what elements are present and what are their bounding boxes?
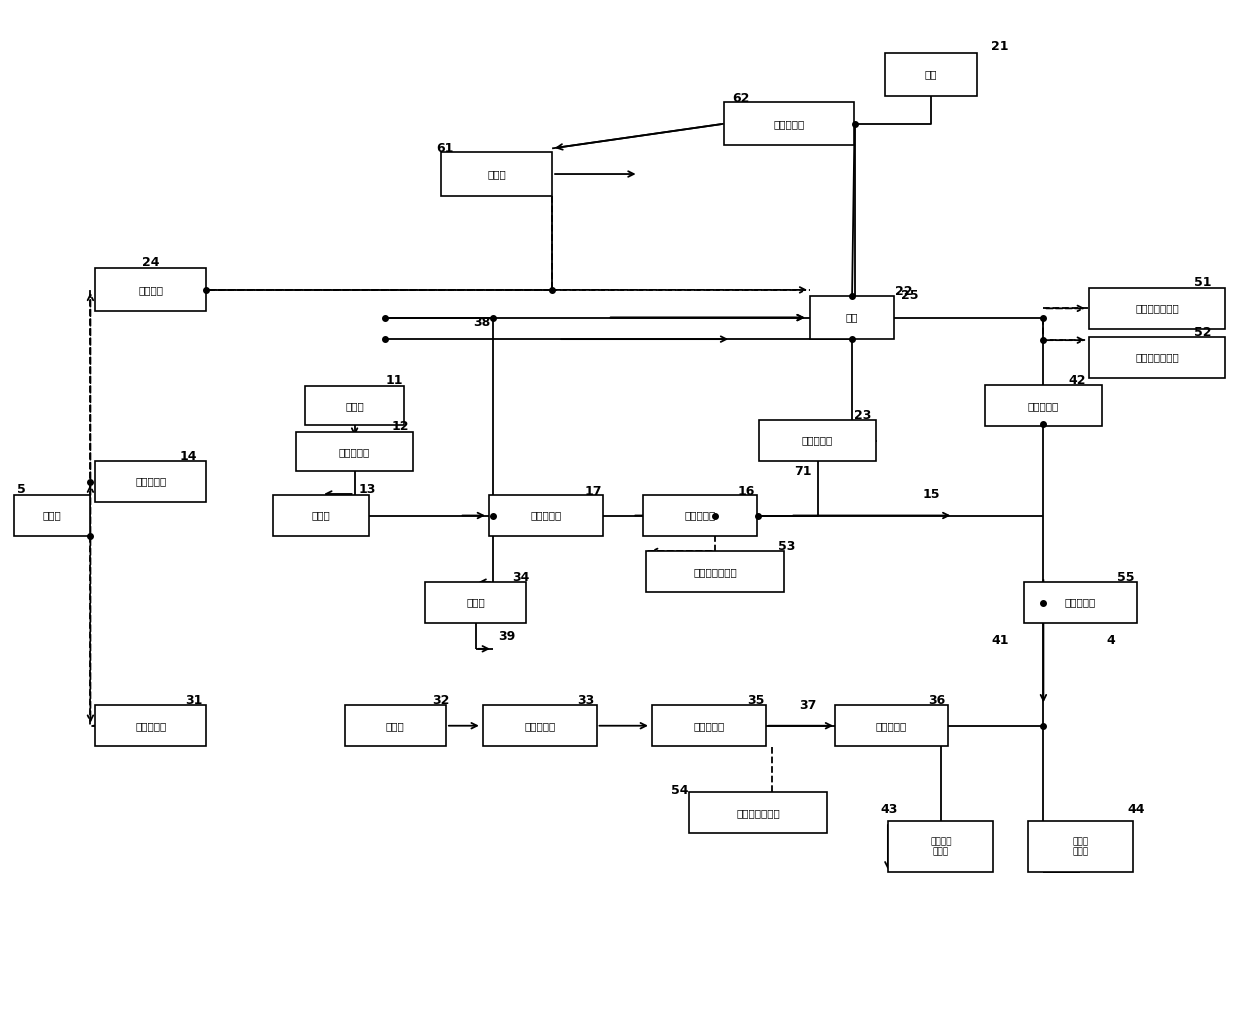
Text: 泡沫液电机: 泡沫液电机 <box>135 476 166 487</box>
Text: 22: 22 <box>895 286 913 298</box>
Text: 第一流速传感器: 第一流速传感器 <box>1135 303 1179 313</box>
FancyBboxPatch shape <box>345 705 446 746</box>
FancyBboxPatch shape <box>296 432 413 471</box>
FancyBboxPatch shape <box>652 705 765 746</box>
Text: 第一调节阀: 第一调节阀 <box>1065 598 1096 607</box>
Text: 油气分离器: 油气分离器 <box>525 721 556 731</box>
FancyBboxPatch shape <box>95 268 207 311</box>
Text: 5: 5 <box>17 484 26 496</box>
FancyBboxPatch shape <box>305 387 404 425</box>
Text: 25: 25 <box>901 289 919 301</box>
Text: 4: 4 <box>1107 634 1116 647</box>
Text: 水泵电机: 水泵电机 <box>139 285 164 295</box>
Text: 17: 17 <box>584 486 601 498</box>
Text: 第二止回阀: 第二止回阀 <box>684 510 715 521</box>
Text: 水消防管
出口阀: 水消防管 出口阀 <box>930 837 952 857</box>
FancyBboxPatch shape <box>1089 288 1225 329</box>
FancyBboxPatch shape <box>985 386 1102 426</box>
Text: 35: 35 <box>748 694 765 706</box>
Text: 真空泵: 真空泵 <box>487 169 506 179</box>
Text: 16: 16 <box>738 486 755 498</box>
Text: 15: 15 <box>923 489 940 501</box>
Text: 61: 61 <box>436 142 454 155</box>
Text: 52: 52 <box>1194 327 1211 339</box>
Text: 38: 38 <box>474 317 490 329</box>
Text: 泡沫管
出口阀: 泡沫管 出口阀 <box>1073 837 1089 857</box>
Text: 51: 51 <box>1194 276 1211 290</box>
Text: 第一电磁阀: 第一电磁阀 <box>339 446 371 457</box>
FancyBboxPatch shape <box>273 495 370 536</box>
Text: 53: 53 <box>777 540 795 553</box>
Text: 泡沫泵: 泡沫泵 <box>312 510 331 521</box>
FancyBboxPatch shape <box>646 552 784 593</box>
FancyBboxPatch shape <box>885 53 977 96</box>
Text: 39: 39 <box>497 630 515 643</box>
Text: 变压器电机: 变压器电机 <box>135 721 166 731</box>
FancyBboxPatch shape <box>889 821 993 872</box>
Text: 第一压力传感器: 第一压力传感器 <box>1135 353 1179 363</box>
FancyBboxPatch shape <box>724 102 854 145</box>
FancyBboxPatch shape <box>810 296 894 339</box>
Text: 36: 36 <box>929 694 946 706</box>
Text: 43: 43 <box>880 803 898 817</box>
Text: 11: 11 <box>386 373 403 387</box>
Text: 变压器: 变压器 <box>386 721 404 731</box>
Text: 24: 24 <box>143 256 160 269</box>
Text: 33: 33 <box>577 694 594 706</box>
Text: 第二电磁阀: 第二电磁阀 <box>774 119 805 129</box>
FancyBboxPatch shape <box>835 705 949 746</box>
Text: 水泵: 水泵 <box>846 312 858 323</box>
Text: 23: 23 <box>854 408 872 422</box>
Text: 第二调节阀: 第二调节阀 <box>531 510 562 521</box>
Text: 13: 13 <box>358 484 376 496</box>
FancyBboxPatch shape <box>95 461 207 502</box>
Text: 第二流速传感器: 第二流速传感器 <box>693 567 737 577</box>
FancyBboxPatch shape <box>489 495 603 536</box>
FancyBboxPatch shape <box>1024 583 1137 623</box>
Text: 21: 21 <box>992 40 1009 54</box>
Text: 第三电磁阀: 第三电磁阀 <box>802 436 833 445</box>
Text: 32: 32 <box>433 694 450 706</box>
FancyBboxPatch shape <box>14 495 91 536</box>
Text: 34: 34 <box>512 570 529 584</box>
FancyBboxPatch shape <box>1028 821 1133 872</box>
FancyBboxPatch shape <box>425 583 526 623</box>
Text: 37: 37 <box>799 699 816 711</box>
FancyBboxPatch shape <box>1089 337 1225 378</box>
Text: 第二压力传感器: 第二压力传感器 <box>737 808 780 818</box>
Text: 54: 54 <box>671 784 688 797</box>
FancyBboxPatch shape <box>689 793 827 833</box>
Text: 41: 41 <box>992 634 1009 647</box>
Text: 泡沫箱: 泡沫箱 <box>345 401 365 410</box>
Text: 71: 71 <box>794 465 811 478</box>
Text: 44: 44 <box>1127 803 1145 817</box>
Text: 冷却器: 冷却器 <box>466 598 485 607</box>
FancyBboxPatch shape <box>95 705 207 746</box>
Text: 第三止回阀: 第三止回阀 <box>875 721 908 731</box>
Text: 14: 14 <box>180 450 197 463</box>
Text: 第一止回阀: 第一止回阀 <box>1028 401 1059 410</box>
Text: 12: 12 <box>392 420 409 433</box>
FancyBboxPatch shape <box>644 495 758 536</box>
Text: 55: 55 <box>1117 570 1135 584</box>
Text: 62: 62 <box>733 92 750 104</box>
FancyBboxPatch shape <box>482 705 596 746</box>
FancyBboxPatch shape <box>759 421 877 461</box>
Text: 最小压力阀: 最小压力阀 <box>693 721 724 731</box>
Text: 控制器: 控制器 <box>43 510 62 521</box>
Text: 水箱: 水箱 <box>925 69 937 79</box>
FancyBboxPatch shape <box>441 153 552 196</box>
Text: 31: 31 <box>186 694 203 706</box>
Text: 42: 42 <box>1068 373 1085 387</box>
